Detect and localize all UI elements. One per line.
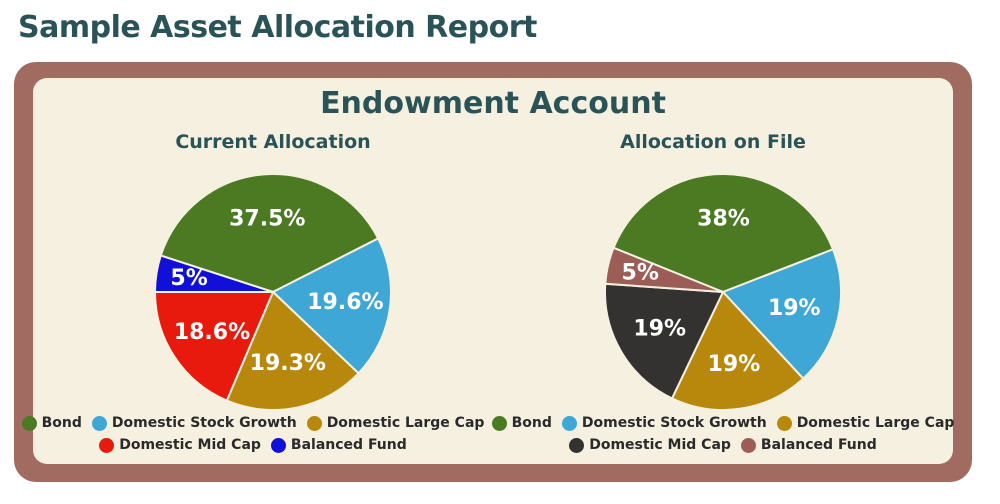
legend-row: Domestic Mid Cap Balanced Fund	[33, 434, 473, 456]
pie-slice-bond	[159, 173, 380, 294]
slice-value-label: 19%	[708, 352, 761, 377]
legend-item-domestic-large-cap: Domestic Large Cap	[776, 415, 955, 431]
legend-swatch	[491, 415, 507, 431]
slice-value-label: 37.5%	[229, 207, 305, 232]
legend-swatch	[91, 415, 107, 431]
legend-swatch	[740, 437, 756, 453]
legend-row: Bond Domestic Stock Growth Domestic Large …	[491, 412, 954, 434]
legend-swatch	[569, 437, 585, 453]
legend-item-balanced-fund: Balanced Fund	[270, 437, 407, 453]
pie-slice-balanced-fund	[604, 246, 724, 293]
legend-current: Bond Domestic Stock Growth Domestic Large …	[21, 412, 484, 456]
legend-label: Domestic Stock Growth	[581, 415, 767, 431]
legend-label: Bond	[41, 415, 82, 431]
pie-chart-current: 37.5% 19.6% 19.3%18.6% 5%	[153, 173, 392, 411]
legend-row: Bond Domestic Stock Growth Domestic Large …	[21, 412, 484, 434]
legend-item-domestic-large-cap: Domestic Large Cap	[306, 415, 485, 431]
legend-item-bond: Bond	[21, 415, 82, 431]
pie-slice-domestic-large-cap	[670, 290, 805, 411]
legend-item-bond: Bond	[491, 415, 552, 431]
legend-label: Domestic Stock Growth	[111, 415, 297, 431]
legend-label: Domestic Large Cap	[796, 415, 955, 431]
legend-swatch	[99, 437, 115, 453]
legend-item-domestic-mid-cap: Domestic Mid Cap	[99, 437, 261, 453]
legend-item-domestic-stock-growth: Domestic Stock Growth	[91, 415, 297, 431]
slice-value-label: 19.3%	[250, 351, 326, 376]
pie-slice-balanced-fund	[153, 254, 274, 293]
legend-label: Domestic Large Cap	[326, 415, 485, 431]
slice-value-label: 5%	[170, 266, 207, 291]
legend-item-domestic-stock-growth: Domestic Stock Growth	[561, 415, 767, 431]
legend-label: Balanced Fund	[290, 437, 407, 453]
legend-on-file: Bond Domestic Stock Growth Domestic Large …	[491, 412, 954, 456]
page-title: Sample Asset Allocation Report	[18, 10, 537, 45]
chart-title-on-file: Allocation on File	[620, 131, 806, 153]
legend-swatch	[776, 415, 792, 431]
legend-swatch	[306, 415, 322, 431]
slice-value-label: 18.6%	[174, 320, 250, 345]
slice-value-label: 19%	[633, 316, 686, 341]
chart-title-current: Current Allocation	[175, 131, 371, 153]
legend-label: Bond	[511, 415, 552, 431]
legend-label: Balanced Fund	[760, 437, 877, 453]
slice-value-label: 38%	[697, 206, 750, 231]
pie-slice-domestic-mid-cap	[153, 291, 275, 402]
pie-chart-on-file: 38% 19% 19% 19% 5%	[604, 173, 842, 411]
slice-value-label: 19%	[768, 296, 821, 321]
pie-slice-domestic-stock-growth	[721, 248, 842, 380]
pie-slice-bond	[612, 173, 835, 294]
pie-slice-domestic-large-cap	[225, 290, 360, 411]
slice-value-label: 5%	[622, 260, 659, 285]
pie-slice-domestic-stock-growth	[271, 237, 392, 375]
legend-label: Domestic Mid Cap	[589, 437, 731, 453]
legend-item-domestic-mid-cap: Domestic Mid Cap	[569, 437, 731, 453]
legend-item-balanced-fund: Balanced Fund	[740, 437, 877, 453]
pie-slice-domestic-mid-cap	[604, 282, 725, 400]
legend-swatch	[270, 437, 286, 453]
slice-value-label: 19.6%	[307, 290, 383, 315]
legend-label: Domestic Mid Cap	[119, 437, 261, 453]
legend-row: Domestic Mid Cap Balanced Fund	[503, 434, 943, 456]
legend-swatch	[561, 415, 577, 431]
report-panel: Endowment Account Current Allocation All…	[21, 78, 954, 464]
panel-title: Endowment Account	[320, 86, 666, 121]
legend-swatch	[21, 415, 37, 431]
